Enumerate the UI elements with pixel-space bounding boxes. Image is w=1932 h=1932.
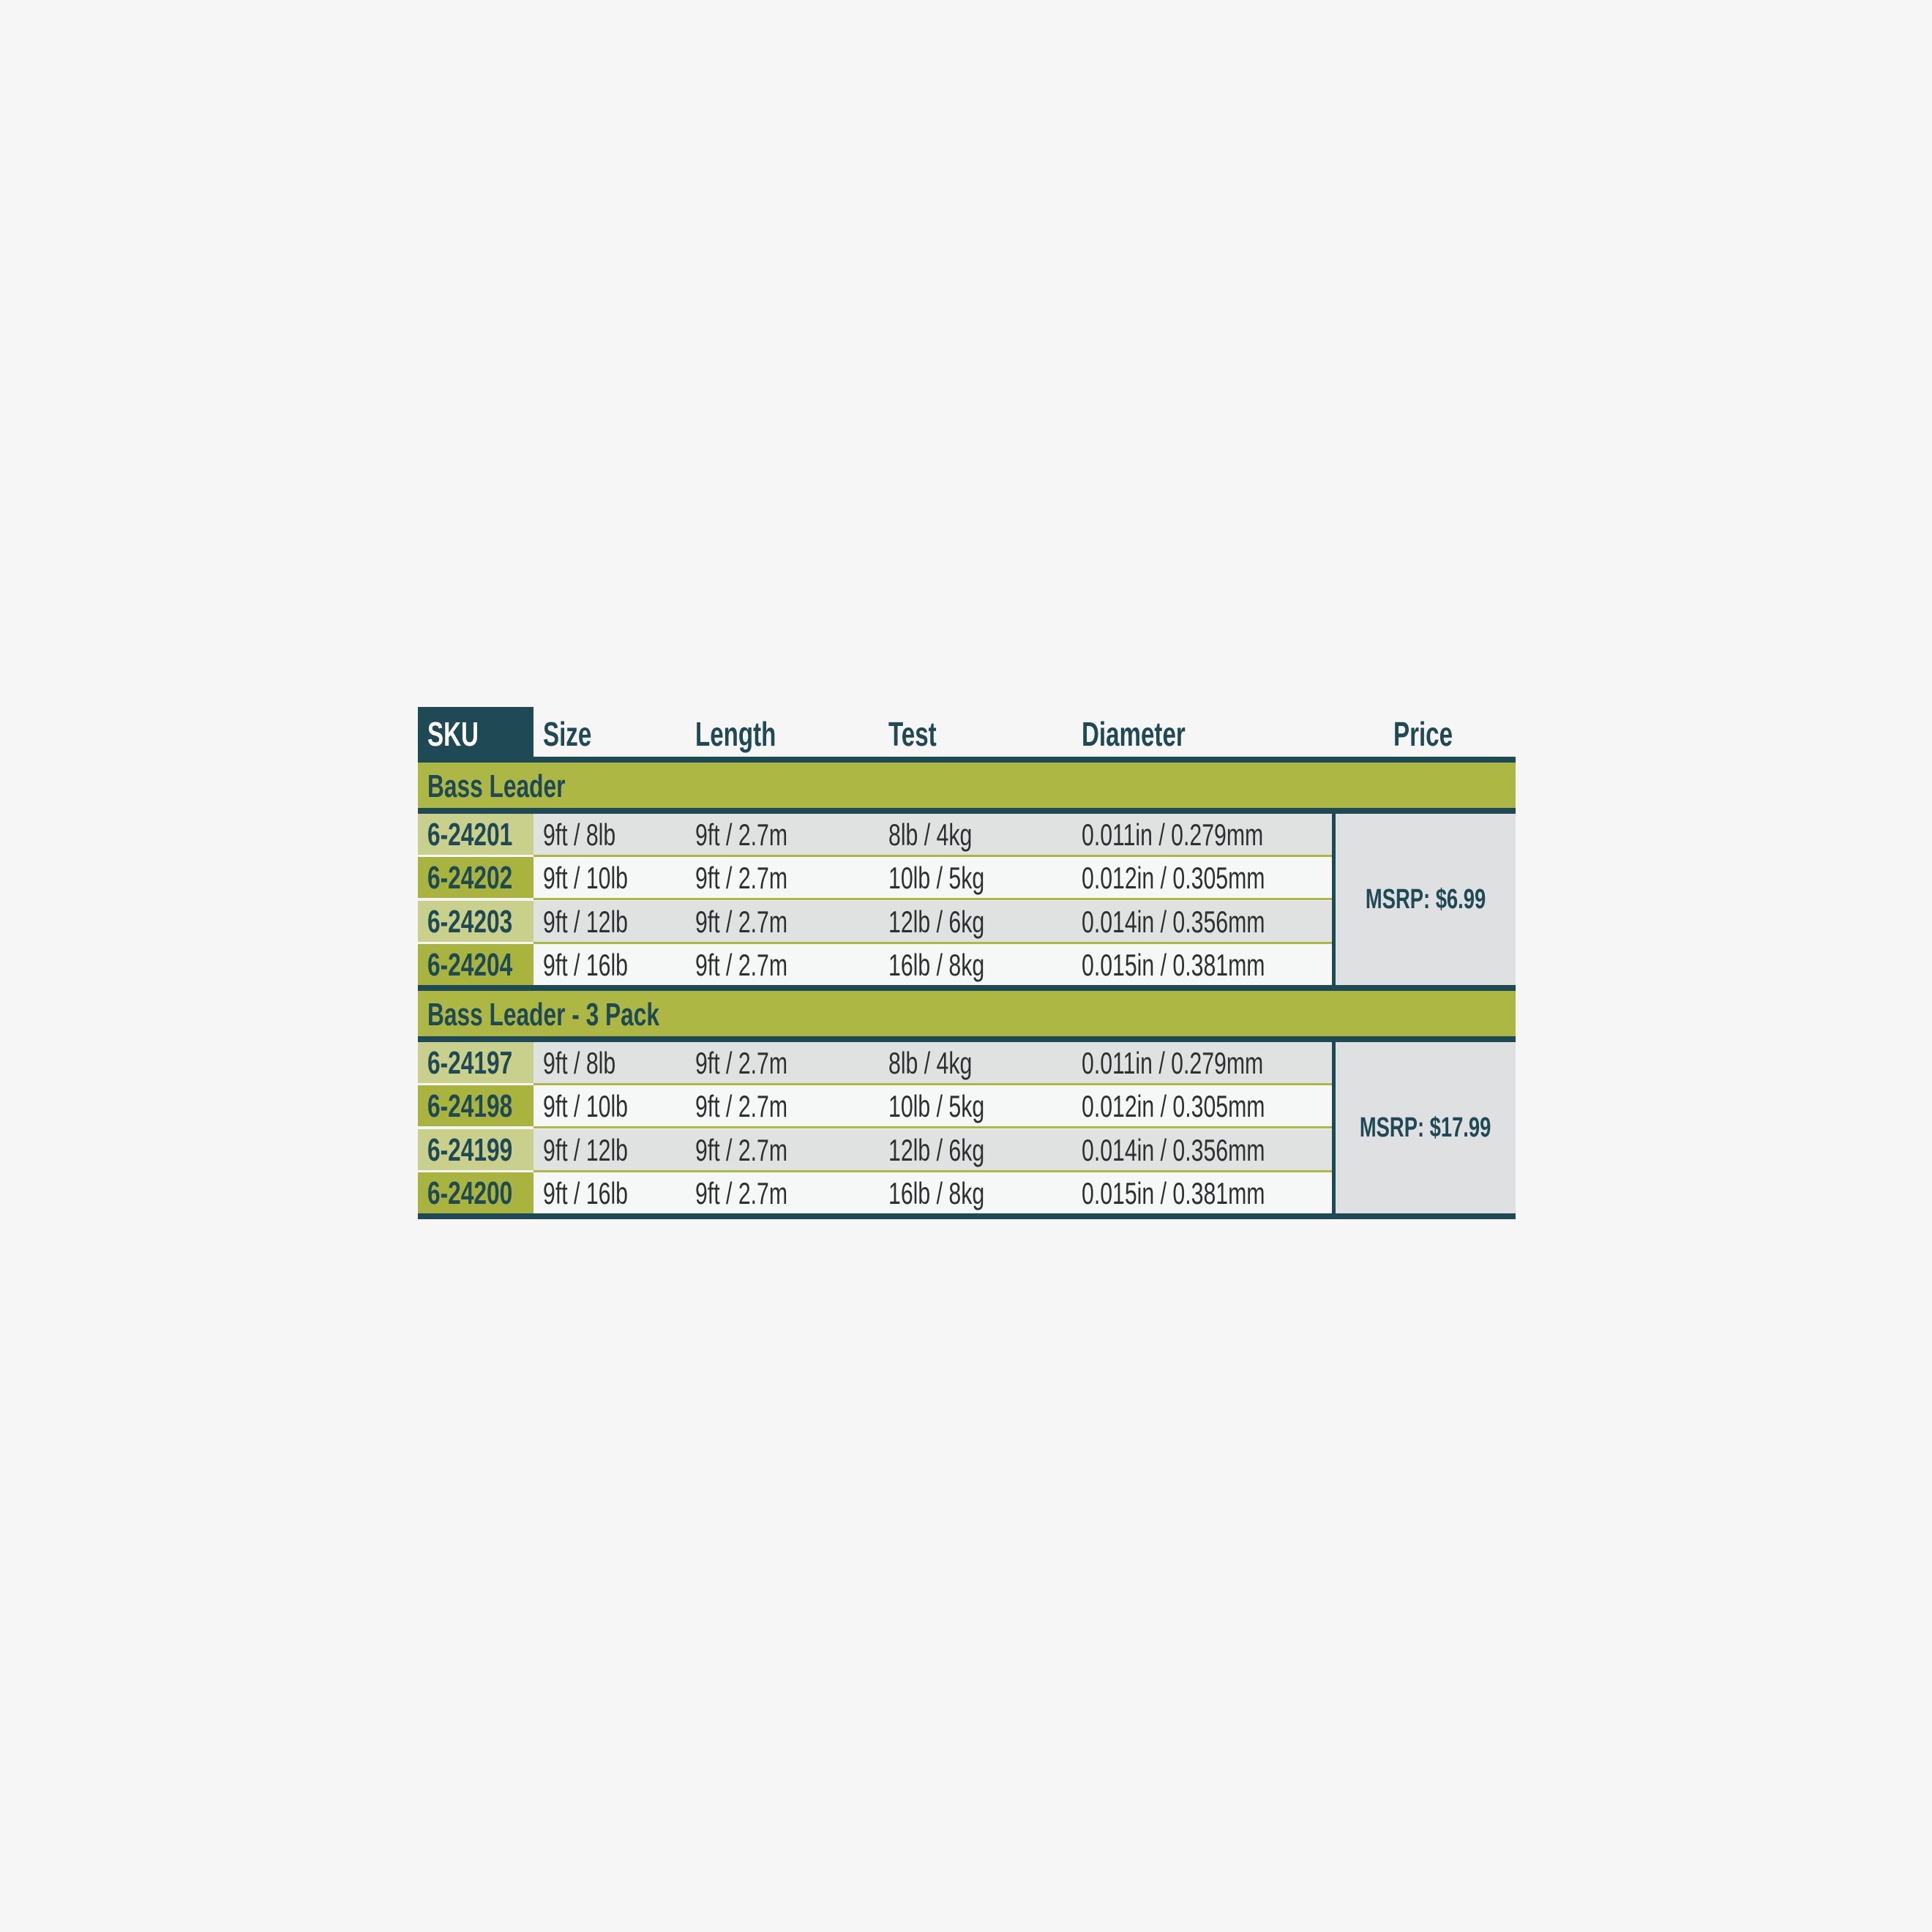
sku-cell: 6-24200 (418, 1172, 533, 1213)
sku-cell: 6-24197 (418, 1042, 533, 1083)
table-row: 6-24197 9ft / 8lb 9ft / 2.7m 8lb / 4kg 0.011… (418, 1042, 1332, 1083)
length-cell: 9ft / 2.7m (695, 1132, 788, 1167)
diameter-cell: 0.012in / 0.305mm (1082, 1089, 1265, 1124)
section-title: Bass Leader (418, 763, 1516, 808)
length-cell: 9ft / 2.7m (695, 904, 788, 939)
table-row: 6-24198 9ft / 10lb 9ft / 2.7m 10lb / 5kg 0.0… (418, 1085, 1332, 1127)
table-row: 6-24204 9ft / 16lb 9ft / 2.7m 16lb / 8kg 0.0… (418, 943, 1332, 985)
sku-cell: 6-24199 (418, 1128, 533, 1170)
size-cell: 9ft / 16lb (543, 947, 628, 982)
size-cell: 9ft / 12lb (543, 904, 628, 939)
test-cell: 8lb / 4kg (888, 1046, 973, 1080)
table-row: 6-24201 9ft / 8lb 9ft / 2.7m 8lb / 4kg 0.011… (418, 814, 1332, 855)
size-cell: 9ft / 16lb (543, 1175, 628, 1210)
length-cell: 9ft / 2.7m (695, 1175, 788, 1210)
header-size: Size (543, 715, 592, 753)
header-test: Test (888, 715, 937, 753)
size-cell: 9ft / 10lb (543, 861, 628, 896)
test-cell: 16lb / 8kg (888, 1175, 985, 1210)
table-row: 6-24202 9ft / 10lb 9ft / 2.7m 10lb / 5kg 0.0… (418, 857, 1332, 899)
table-row: 6-24200 9ft / 16lb 9ft / 2.7m 16lb / 8kg 0.0… (418, 1172, 1332, 1213)
length-cell: 9ft / 2.7m (695, 1089, 788, 1124)
product-table: SKU Size Length Test Diameter Price Bass… (418, 707, 1516, 1219)
section-rows: 6-24201 9ft / 8lb 9ft / 2.7m 8lb / 4kg 0.011… (418, 814, 1516, 985)
price-cell: MSRP: $6.99 (1336, 814, 1516, 985)
price-divider (1332, 1042, 1336, 1213)
divider (418, 985, 1516, 991)
row-separator (533, 1169, 1332, 1172)
sku-cell: 6-24198 (418, 1085, 533, 1127)
diameter-cell: 0.014in / 0.356mm (1082, 904, 1265, 939)
section-title: Bass Leader - 3 Pack (418, 991, 1516, 1036)
row-separator (533, 855, 1332, 857)
header-price: Price (1393, 715, 1453, 753)
header-length: Length (695, 715, 776, 753)
table-header: SKU Size Length Test Diameter Price (418, 707, 1516, 757)
test-cell: 16lb / 8kg (888, 947, 985, 982)
sku-cell: 6-24201 (418, 814, 533, 855)
sku-cell: 6-24203 (418, 900, 533, 942)
row-separator (533, 898, 1332, 901)
diameter-cell: 0.012in / 0.305mm (1082, 861, 1265, 896)
divider (418, 1036, 1516, 1042)
length-cell: 9ft / 2.7m (695, 817, 788, 852)
test-cell: 10lb / 5kg (888, 1089, 985, 1124)
test-cell: 12lb / 6kg (888, 1132, 985, 1167)
row-separator (533, 1083, 1332, 1085)
test-cell: 8lb / 4kg (888, 817, 973, 852)
header-diameter: Diameter (1082, 715, 1186, 753)
divider (418, 808, 1516, 814)
size-cell: 9ft / 8lb (543, 1046, 616, 1080)
divider (418, 1213, 1516, 1219)
sku-cell: 6-24204 (418, 943, 533, 985)
length-cell: 9ft / 2.7m (695, 1046, 788, 1080)
test-cell: 12lb / 6kg (888, 904, 985, 939)
size-cell: 9ft / 10lb (543, 1089, 628, 1124)
sku-cell: 6-24202 (418, 857, 533, 899)
diameter-cell: 0.011in / 0.279mm (1082, 817, 1264, 852)
diameter-cell: 0.015in / 0.381mm (1082, 947, 1265, 982)
price-divider (1332, 814, 1336, 985)
diameter-cell: 0.014in / 0.356mm (1082, 1132, 1265, 1167)
row-separator (533, 941, 1332, 944)
size-cell: 9ft / 8lb (543, 817, 616, 852)
section-rows: 6-24197 9ft / 8lb 9ft / 2.7m 8lb / 4kg 0.011… (418, 1042, 1516, 1213)
row-separator (533, 1126, 1332, 1129)
length-cell: 9ft / 2.7m (695, 947, 788, 982)
price-cell: MSRP: $17.99 (1336, 1042, 1516, 1213)
diameter-cell: 0.015in / 0.381mm (1082, 1175, 1265, 1210)
diameter-cell: 0.011in / 0.279mm (1082, 1046, 1264, 1080)
size-cell: 9ft / 12lb (543, 1132, 628, 1167)
length-cell: 9ft / 2.7m (695, 861, 788, 896)
divider (418, 757, 1516, 763)
header-sku: SKU (418, 707, 533, 757)
table-row: 6-24199 9ft / 12lb 9ft / 2.7m 12lb / 6kg 0.0… (418, 1128, 1332, 1170)
table-row: 6-24203 9ft / 12lb 9ft / 2.7m 12lb / 6kg 0.0… (418, 900, 1332, 942)
test-cell: 10lb / 5kg (888, 861, 985, 896)
